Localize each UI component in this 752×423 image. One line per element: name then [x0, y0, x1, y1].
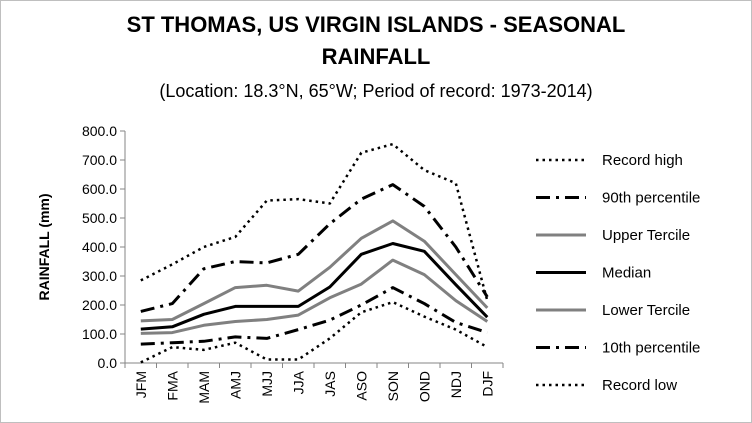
- x-tick-label: JAS: [322, 371, 338, 397]
- legend-label-record-low: Record low: [602, 377, 677, 394]
- legend-label-lower-tercile: Lower Tercile: [602, 302, 690, 319]
- x-tick-label: SON: [385, 371, 401, 401]
- y-tick-label: 600.0: [82, 181, 117, 197]
- y-tick-label: 400.0: [82, 239, 117, 255]
- chart-title-line-2: RAINFALL: [322, 44, 431, 69]
- series-line-lower-tercile: [140, 258, 489, 335]
- x-tick-label: OND: [416, 371, 432, 402]
- series-line-record-high: [140, 142, 489, 301]
- x-tick-label: MJJ: [259, 371, 275, 397]
- x-tick-label: ASO: [353, 371, 369, 401]
- y-tick-label: 100.0: [82, 326, 117, 342]
- y-tick-label: 500.0: [82, 210, 117, 226]
- x-tick-label: FMA: [164, 370, 180, 400]
- y-tick-label: 700.0: [82, 152, 117, 168]
- series-line-upper-tercile: [140, 219, 489, 323]
- legend: Record high 90th percentile Upper Tercile M…: [536, 152, 700, 394]
- plot-area: 0.0 100.0 200.0 300.0 400.0 500.0 600.0 700.0 80…: [82, 123, 504, 404]
- legend-label-median: Median: [602, 265, 651, 282]
- x-tick-label: AMJ: [227, 371, 243, 399]
- legend-label-90th-percentile: 90th percentile: [602, 190, 700, 207]
- legend-label-upper-tercile: Upper Tercile: [602, 227, 690, 244]
- chart-subtitle: (Location: 18.3°N, 65°W; Period of recor…: [159, 81, 592, 101]
- x-tick-label: DJF: [479, 371, 495, 397]
- y-axis-label: RAINFALL (mm): [36, 193, 52, 300]
- x-tick-label: JFM: [133, 371, 149, 398]
- series-line-median: [140, 242, 489, 331]
- x-tick-label: NDJ: [448, 371, 464, 398]
- series-line-90th-percentile: [140, 183, 489, 313]
- x-tick-label: MAM: [196, 371, 212, 404]
- chart-title-line-1: ST THOMAS, US VIRGIN ISLANDS - SEASONAL: [127, 12, 626, 37]
- y-tick-label: 800.0: [82, 123, 117, 139]
- x-tick-label: JJA: [290, 370, 306, 394]
- y-tick-label: 0.0: [98, 355, 118, 371]
- y-tick-label: 200.0: [82, 297, 117, 313]
- y-tick-label: 300.0: [82, 268, 117, 284]
- series-line-10th-percentile: [140, 286, 488, 346]
- legend-label-record-high: Record high: [602, 152, 683, 169]
- legend-label-10th-percentile: 10th percentile: [602, 340, 700, 357]
